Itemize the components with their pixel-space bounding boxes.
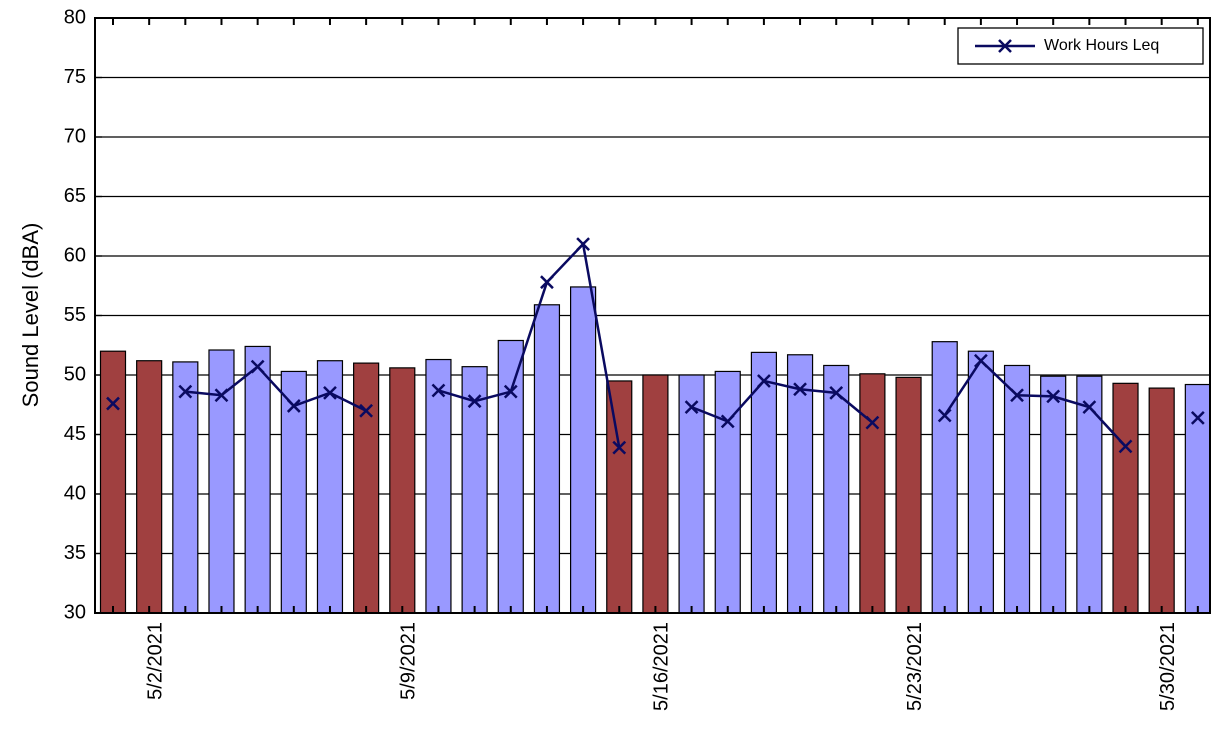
bar bbox=[895, 376, 922, 613]
marker bbox=[829, 385, 844, 400]
y-tick-label: 75 bbox=[64, 66, 86, 88]
marker bbox=[720, 414, 735, 429]
bar bbox=[425, 358, 452, 613]
bar bbox=[136, 360, 163, 613]
marker bbox=[323, 385, 337, 400]
marker bbox=[214, 388, 229, 403]
y-tick-label: 50 bbox=[64, 363, 86, 385]
x-tick-label: 5/9/2021 bbox=[398, 622, 420, 700]
y-tick-label: 30 bbox=[64, 601, 86, 623]
marker bbox=[1082, 400, 1097, 415]
marker bbox=[431, 383, 446, 398]
x-tick-label: 5/30/2021 bbox=[1157, 622, 1179, 711]
bar bbox=[859, 373, 886, 613]
bar bbox=[389, 367, 416, 613]
marker bbox=[757, 374, 771, 388]
bar bbox=[172, 361, 199, 613]
bar bbox=[642, 374, 669, 613]
marker bbox=[286, 399, 301, 413]
marker bbox=[576, 237, 590, 251]
bar bbox=[533, 304, 561, 613]
legend-label: Work Hours Leq bbox=[1044, 37, 1159, 54]
x-tick-label: 5/2/2021 bbox=[144, 622, 166, 700]
bar bbox=[786, 354, 814, 613]
marker bbox=[793, 382, 807, 397]
marker bbox=[503, 384, 518, 399]
marker bbox=[250, 359, 265, 374]
marker bbox=[612, 440, 627, 455]
bar bbox=[678, 374, 705, 613]
bar bbox=[714, 370, 741, 613]
marker bbox=[467, 394, 482, 409]
bar bbox=[353, 362, 380, 613]
bar bbox=[461, 366, 488, 613]
y-tick-label: 35 bbox=[64, 542, 86, 564]
bar bbox=[931, 341, 958, 613]
x-tick-label: 5/16/2021 bbox=[651, 622, 673, 711]
marker bbox=[684, 400, 699, 415]
plot-area bbox=[99, 237, 1210, 613]
y-tick-label: 40 bbox=[64, 482, 86, 504]
bar bbox=[280, 370, 307, 613]
marker bbox=[865, 415, 880, 430]
y-tick-label: 80 bbox=[64, 6, 86, 28]
bar bbox=[1112, 382, 1139, 613]
bar bbox=[1148, 387, 1175, 613]
bar bbox=[823, 364, 850, 613]
bar bbox=[316, 360, 344, 613]
bar bbox=[569, 286, 597, 613]
bar bbox=[497, 339, 524, 613]
marker bbox=[540, 275, 554, 290]
bar bbox=[244, 345, 271, 613]
bar bbox=[1076, 375, 1103, 613]
bar bbox=[967, 350, 994, 613]
marker bbox=[1118, 439, 1133, 454]
y-tick-label: 70 bbox=[64, 125, 86, 147]
bar bbox=[606, 380, 633, 613]
marker bbox=[106, 396, 120, 411]
marker bbox=[1190, 410, 1205, 425]
y-tick-label: 55 bbox=[64, 304, 86, 326]
axes-box bbox=[94, 17, 1211, 614]
marker bbox=[359, 403, 374, 418]
bar bbox=[1040, 375, 1067, 613]
y-axis-title: Sound Level (dBA) bbox=[18, 223, 43, 408]
bar bbox=[99, 350, 127, 613]
marker bbox=[1046, 389, 1061, 404]
legend: Work Hours Leq bbox=[957, 27, 1204, 65]
marker bbox=[178, 384, 193, 399]
x-tick-label: 5/23/2021 bbox=[904, 622, 926, 711]
marker bbox=[973, 353, 988, 368]
marker bbox=[998, 39, 1012, 53]
marker bbox=[937, 408, 952, 423]
marker bbox=[1010, 388, 1024, 403]
y-tick-label: 65 bbox=[64, 185, 86, 207]
y-tick-label: 60 bbox=[64, 244, 86, 266]
bar bbox=[750, 351, 778, 613]
bar bbox=[1003, 364, 1031, 613]
y-tick-label: 45 bbox=[64, 423, 86, 445]
